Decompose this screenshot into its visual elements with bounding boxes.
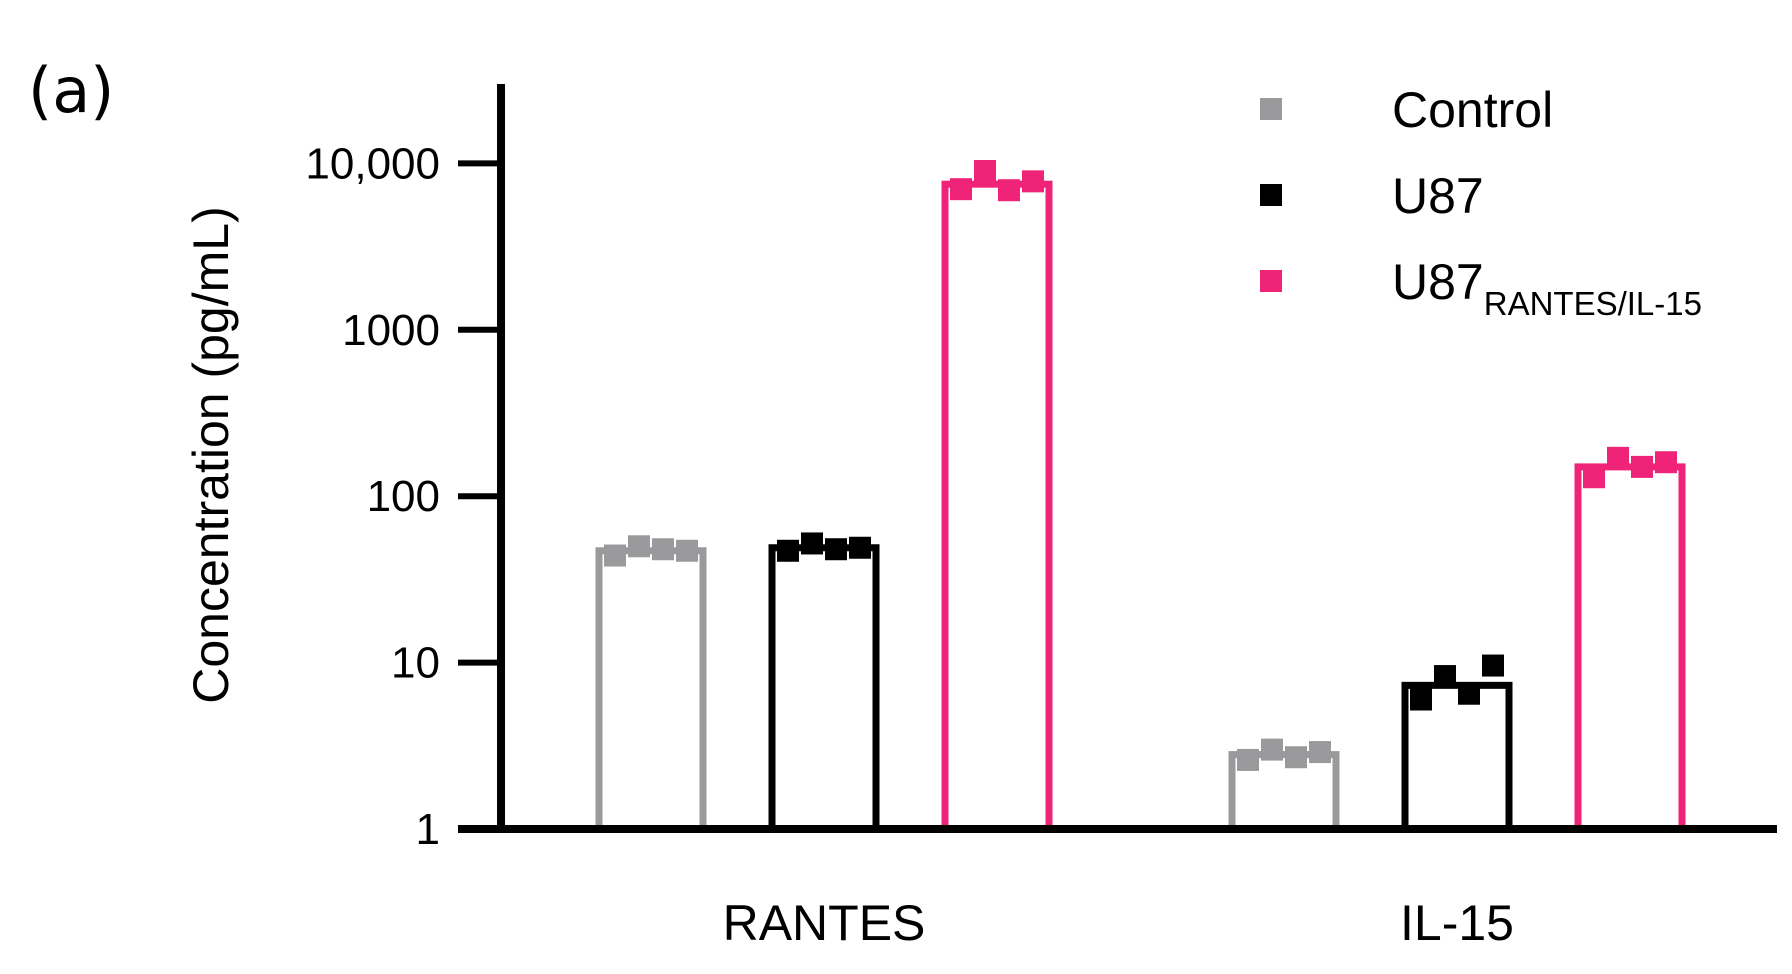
data-point-U87-RANTES-1 <box>777 539 799 562</box>
data-point-U87-RANTES-2 <box>801 532 823 555</box>
bar-U87RANTES/IL-15-IL-15 <box>1574 463 1686 833</box>
data-point-Control-IL-15-4 <box>1309 741 1331 764</box>
bar-U87RANTES/IL-15-RANTES <box>941 180 1053 833</box>
legend-label-U87: U87 <box>1392 168 1484 224</box>
bars-layer <box>595 180 1686 833</box>
bar-Control-RANTES <box>595 547 707 833</box>
y-axis-title: Concentration (pg/mL) <box>183 206 239 703</box>
data-point-Control-IL-15-1 <box>1237 748 1259 771</box>
legend-marker-U87RANTES/IL-15 <box>1260 270 1282 292</box>
data-point-U87-RANTES-3 <box>825 538 847 561</box>
y-tick-label-100: 100 <box>367 472 440 521</box>
data-point-U87-IL-15-1 <box>1410 688 1432 711</box>
data-point-U87-IL-15-2 <box>1434 665 1456 688</box>
points-layer <box>604 160 1677 771</box>
data-point-U87RANTES/IL-15-RANTES-2 <box>974 160 996 183</box>
data-point-U87RANTES/IL-15-IL-15-1 <box>1583 466 1605 489</box>
legend: Control U87 U87RANTES/IL-15 <box>1260 82 1702 322</box>
data-point-U87-IL-15-4 <box>1482 654 1504 677</box>
data-point-Control-RANTES-2 <box>628 535 650 558</box>
y-tick-label-10000: 10,000 <box>305 139 440 188</box>
y-tick-label-10: 10 <box>391 639 440 688</box>
data-point-U87RANTES/IL-15-RANTES-3 <box>998 179 1020 202</box>
y-tick-label-1: 1 <box>416 805 440 854</box>
data-point-U87RANTES/IL-15-IL-15-2 <box>1607 446 1629 469</box>
data-point-U87RANTES/IL-15-RANTES-4 <box>1022 170 1044 193</box>
x-category-label-IL-15: IL-15 <box>1400 895 1514 951</box>
x-category-label-RANTES: RANTES <box>723 895 926 951</box>
data-point-U87RANTES/IL-15-IL-15-3 <box>1631 455 1653 478</box>
legend-label-U87RANTES/IL-15: U87RANTES/IL-15 <box>1392 254 1702 322</box>
data-point-Control-IL-15-2 <box>1261 738 1283 761</box>
data-point-U87-IL-15-3 <box>1458 682 1480 705</box>
panel-label: (a) <box>28 54 114 127</box>
axes-layer: 1 10 100 1000 10,000 RANTES IL-15 <box>305 84 1777 951</box>
data-point-Control-RANTES-4 <box>676 539 698 562</box>
legend-marker-U87 <box>1260 184 1282 206</box>
data-point-U87-RANTES-4 <box>849 536 871 559</box>
data-point-Control-IL-15-3 <box>1285 746 1307 769</box>
bar-U87-RANTES <box>768 544 880 833</box>
data-point-U87RANTES/IL-15-IL-15-4 <box>1655 451 1677 474</box>
y-tick-label-1000: 1000 <box>342 306 440 355</box>
legend-marker-Control <box>1260 98 1282 120</box>
legend-label-Control: Control <box>1392 82 1553 138</box>
data-point-Control-RANTES-3 <box>652 538 674 561</box>
data-point-Control-RANTES-1 <box>604 544 626 567</box>
data-point-U87RANTES/IL-15-RANTES-1 <box>950 178 972 201</box>
